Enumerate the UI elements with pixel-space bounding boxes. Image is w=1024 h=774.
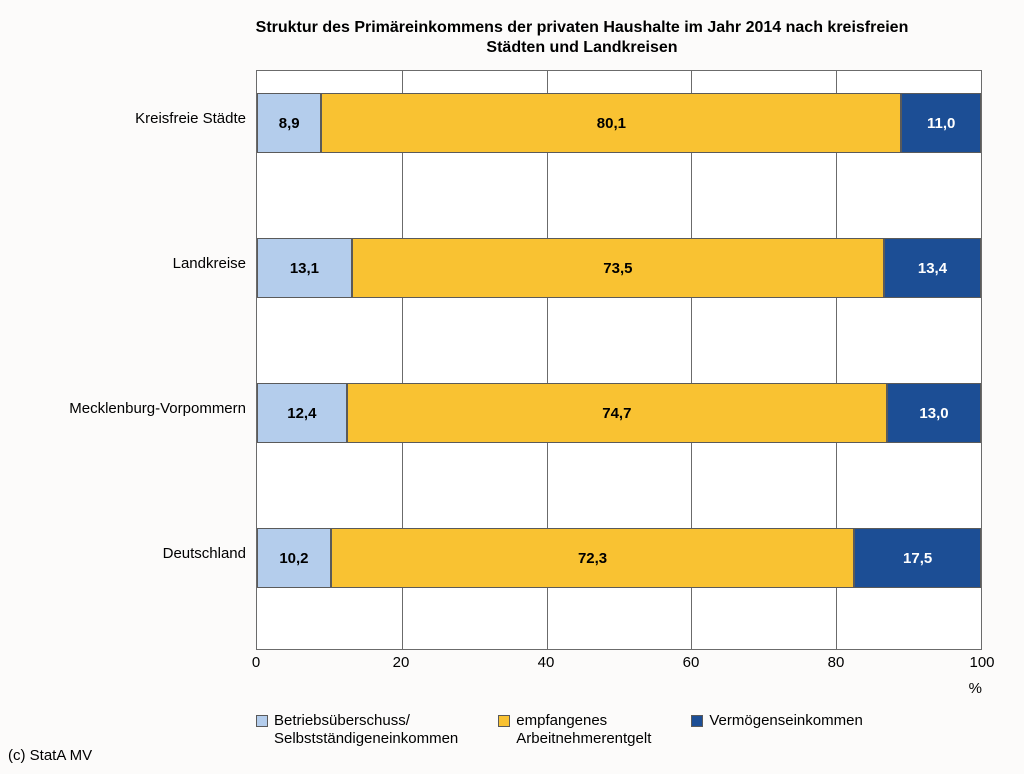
- bar-segment: 72,3: [331, 528, 854, 588]
- bar-row-1: 13,1 73,5 13,4: [257, 238, 981, 298]
- bar-segment: 80,1: [321, 93, 901, 153]
- legend-swatch: [256, 715, 268, 727]
- chart-title-line2: Städten und Landkreisen: [486, 39, 677, 56]
- bar-row-0: 8,9 80,1 11,0: [257, 93, 981, 153]
- legend-item-1: empfangenes Arbeitnehmerentgelt: [498, 712, 651, 748]
- y-label-0: Kreisfreie Städte: [6, 110, 246, 127]
- chart-title-line1: Struktur des Primäreinkommens der privat…: [256, 19, 909, 36]
- legend: Betriebsüberschuss/ Selbstständigeneinko…: [256, 712, 982, 748]
- legend-item-0: Betriebsüberschuss/ Selbstständigeneinko…: [256, 712, 458, 748]
- source-note: (c) StatA MV: [8, 747, 92, 764]
- y-label-1: Landkreise: [6, 255, 246, 272]
- legend-label: Betriebsüberschuss/ Selbstständigeneinko…: [274, 712, 458, 748]
- bar-row-2: 12,4 74,7 13,0: [257, 383, 981, 443]
- x-tick-3: 60: [683, 654, 700, 671]
- bar-row-3: 10,2 72,3 17,5: [257, 528, 981, 588]
- bar-segment: 73,5: [352, 238, 884, 298]
- bar-segment: 17,5: [854, 528, 981, 588]
- bar-segment: 74,7: [347, 383, 887, 443]
- legend-swatch: [498, 715, 510, 727]
- legend-label: Vermögenseinkommen: [709, 712, 862, 730]
- x-tick-4: 80: [828, 654, 845, 671]
- x-tick-1: 20: [393, 654, 410, 671]
- x-axis-label: %: [969, 680, 982, 697]
- y-label-3: Deutschland: [6, 545, 246, 562]
- x-tick-0: 0: [252, 654, 260, 671]
- legend-swatch: [691, 715, 703, 727]
- bar-segment: 13,0: [887, 383, 981, 443]
- bar-segment: 12,4: [257, 383, 347, 443]
- legend-item-2: Vermögenseinkommen: [691, 712, 862, 748]
- bar-segment: 8,9: [257, 93, 321, 153]
- bar-segment: 11,0: [901, 93, 981, 153]
- plot-area: 8,9 80,1 11,0 13,1 73,5 13,4 12,4 74,7 1…: [256, 70, 982, 650]
- chart-container: Struktur des Primäreinkommens der privat…: [0, 0, 1024, 774]
- legend-label: empfangenes Arbeitnehmerentgelt: [516, 712, 651, 748]
- chart-title: Struktur des Primäreinkommens der privat…: [180, 18, 984, 58]
- bar-segment: 13,4: [884, 238, 981, 298]
- x-tick-5: 100: [969, 654, 994, 671]
- x-tick-2: 40: [538, 654, 555, 671]
- y-label-2: Mecklenburg-Vorpommern: [6, 400, 246, 417]
- bar-segment: 13,1: [257, 238, 352, 298]
- bar-segment: 10,2: [257, 528, 331, 588]
